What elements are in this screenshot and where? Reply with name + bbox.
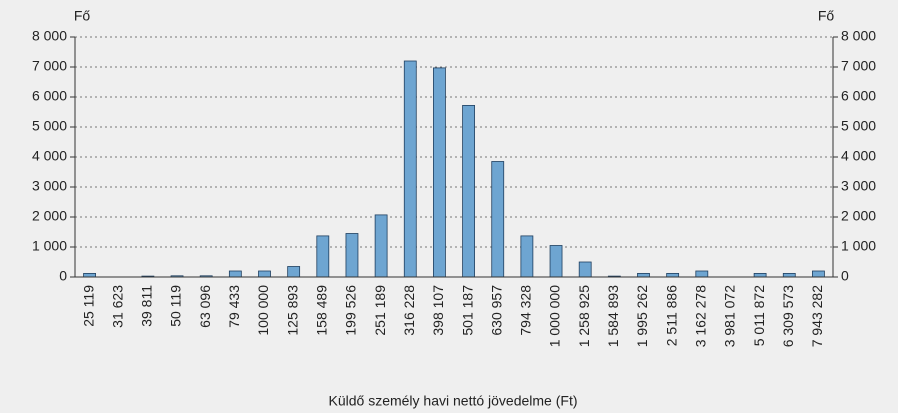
bar	[374, 214, 388, 278]
bar	[83, 272, 96, 278]
y-tick-label: 0	[59, 268, 67, 284]
x-tick-label: 1 258 925	[576, 285, 592, 347]
y2-tick-label: 0	[841, 268, 849, 284]
bar	[549, 245, 563, 278]
y-tick-label: 1 000	[32, 238, 67, 254]
x-tick-label: 398 107	[430, 285, 446, 336]
x-tick-label: 3 162 278	[693, 285, 709, 347]
x-tick-label: 316 228	[401, 285, 417, 336]
y-tick-label: 3 000	[32, 178, 67, 194]
y2-tick-label: 3 000	[841, 178, 876, 194]
y-tick-label: 8 000	[32, 28, 67, 44]
x-tick-label: 7 943 282	[809, 285, 825, 347]
y2-tick-label: 7 000	[841, 58, 876, 74]
x-tick-label: 199 526	[343, 285, 359, 336]
bar	[345, 233, 359, 278]
x-tick-label: 50 119	[168, 285, 184, 327]
bar	[666, 272, 680, 278]
bar	[316, 235, 330, 278]
y-tick-label: 7 000	[32, 58, 67, 74]
bar	[433, 67, 446, 278]
y-tick-label: 2 000	[32, 208, 67, 224]
bar	[462, 105, 475, 278]
bar	[520, 235, 534, 278]
y2-tick-label: 1 000	[841, 238, 876, 254]
y2-tick-label: 8 000	[841, 28, 876, 44]
x-tick-label: 31 623	[109, 285, 125, 328]
x-tick-label: 3 981 072	[722, 285, 738, 347]
x-tick-label: 158 489	[314, 285, 330, 336]
x-tick-label: 25 119	[80, 285, 96, 327]
y2-tick-label: 6 000	[841, 88, 876, 104]
x-tick-label: 125 893	[284, 285, 300, 336]
y2-tick-label: 2 000	[841, 208, 876, 224]
bar	[403, 60, 417, 278]
bar	[753, 272, 767, 278]
x-axis-label: Küldő személy havi nettó jövedelme (Ft)	[329, 393, 578, 409]
y-tick-label: 6 000	[32, 88, 67, 104]
x-tick-label: 2 511 886	[663, 285, 679, 346]
bar	[491, 161, 505, 278]
x-tick-label: 1 995 262	[634, 285, 650, 347]
x-tick-label: 1 584 893	[605, 285, 621, 347]
bar	[637, 272, 650, 278]
x-tick-label: 6 309 573	[780, 285, 796, 347]
y-axis-label: Fő	[74, 8, 91, 24]
bar	[578, 261, 592, 278]
bar	[258, 270, 271, 278]
x-tick-label: 63 096	[197, 285, 213, 328]
x-tick-label: 100 000	[255, 285, 271, 336]
x-tick-label: 630 957	[488, 285, 504, 336]
x-tick-label: 251 189	[372, 285, 388, 336]
x-tick-label: 39 811	[139, 285, 155, 327]
x-tick-label: 5 011 872	[751, 285, 767, 346]
y-tick-label: 5 000	[32, 118, 67, 134]
x-tick-label: 501 187	[459, 285, 475, 336]
bar	[812, 270, 825, 278]
y-tick-label: 4 000	[32, 148, 67, 164]
x-tick-label: 79 433	[226, 285, 242, 328]
x-tick-label: 794 328	[518, 285, 534, 336]
bar	[782, 272, 796, 278]
bar	[228, 270, 242, 278]
y2-tick-label: 4 000	[841, 148, 876, 164]
y2-tick-label: 5 000	[841, 118, 876, 134]
bar	[287, 266, 301, 278]
y2-axis-label: Fő	[818, 8, 835, 24]
bar	[695, 270, 709, 278]
x-tick-label: 1 000 000	[547, 285, 563, 347]
